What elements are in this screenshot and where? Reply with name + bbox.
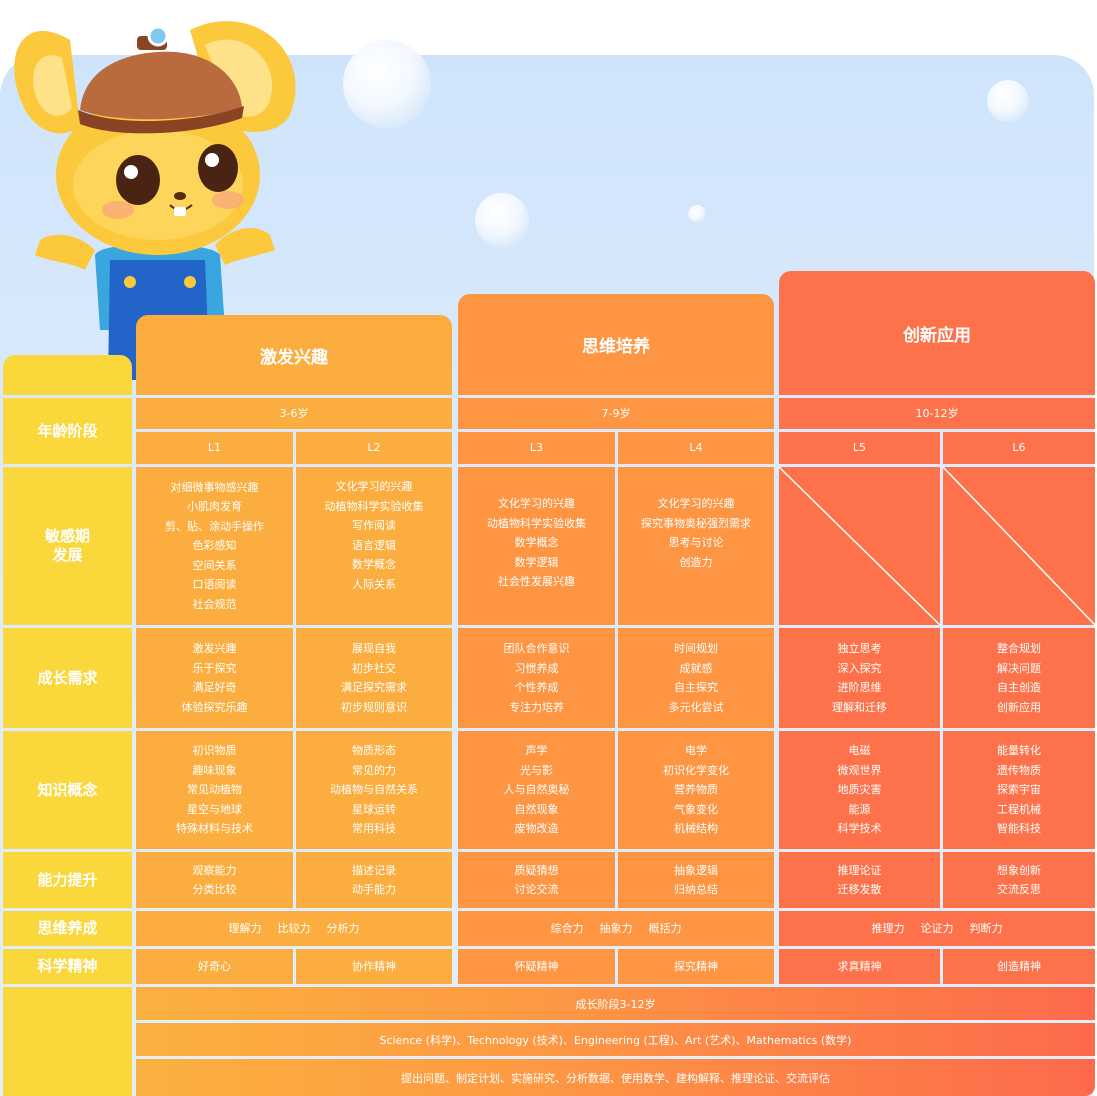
empty-cell	[942, 466, 1096, 626]
row-label-sensitive: 敏感期 发展	[3, 467, 132, 625]
growth-cell: 团队合作意识 习惯养成 个性养成 专注力培养	[458, 628, 615, 728]
growth-cell: 时间规划 成就感 自主探究 多元化尝试	[618, 628, 774, 728]
row-label-knowledge: 知识概念	[3, 731, 132, 849]
knowledge-cell: 能量转化 遗传物质 探索宇宙 工程机械 智能科技	[943, 731, 1095, 849]
ability-cell: 描述记录 动手能力	[296, 852, 452, 908]
knowledge-cell: 初识物质 趣味现象 常见动植物 星空与地球 特殊材料与技术	[136, 731, 293, 849]
diagonal-line	[942, 466, 1096, 626]
growth-cell: 整合规划 解决问题 自主创造 创新应用	[943, 628, 1095, 728]
ability-cell: 推理论证 迁移发散	[779, 852, 940, 908]
ability-cell: 观察能力 分类比较	[136, 852, 293, 908]
sensitive-cell: 对细微事物感兴趣 小肌肉发育 剪、贴、涂动手操作 色彩感知 空间关系 口语阅读 社会规范	[136, 467, 293, 625]
stage-title: 激发兴趣	[136, 315, 452, 395]
spirit-cell: 求真精神	[779, 949, 940, 984]
label-column-bottom	[3, 987, 132, 1096]
knowledge-cell: 电磁 微观世界 地质灾害 能源 科学技术	[779, 731, 940, 849]
ability-cell: 抽象逻辑 归纳总结	[618, 852, 774, 908]
growth-cell: 独立思考 深入探究 进阶思维 理解和迁移	[779, 628, 940, 728]
growth-stage-bar: 成长阶段3-12岁	[136, 987, 1095, 1020]
practice-bar: 提出问题、制定计划、实施研究、分析数据、使用数学、建构解释、推理论证、交流评估	[136, 1059, 1095, 1096]
growth-cell: 展现自我 初步社交 满足探究需求 初步规则意识	[296, 628, 452, 728]
knowledge-cell: 声学 光与影 人与自然奥秘 自然现象 废物改造	[458, 731, 615, 849]
row-label-spirit: 科学精神	[3, 949, 132, 984]
spirit-cell: 创造精神	[943, 949, 1095, 984]
row-label-age: 年龄阶段	[3, 398, 132, 464]
level-cell: L2	[296, 432, 452, 464]
spirit-cell: 协作精神	[296, 949, 452, 984]
row-label-thinking: 思维养成	[3, 911, 132, 946]
label-column-cap	[3, 355, 132, 395]
sensitive-cell: 文化学习的兴趣 动植物科学实验收集 写作阅读 语言逻辑 数学概念 人际关系	[296, 467, 452, 625]
spirit-cell: 探究精神	[618, 949, 774, 984]
spirit-cell: 好奇心	[136, 949, 293, 984]
empty-cell	[778, 466, 941, 626]
age-cell: 10-12岁	[779, 398, 1095, 429]
knowledge-cell: 物质形态 常见的力 动植物与自然关系 星球运转 常用科技	[296, 731, 452, 849]
bubble-decoration	[987, 80, 1029, 122]
stage-title: 思维培养	[458, 294, 774, 395]
growth-cell: 激发兴趣 乐于探究 满足好奇 体验探究乐趣	[136, 628, 293, 728]
level-cell: L5	[779, 432, 940, 464]
age-cell: 3-6岁	[136, 398, 452, 429]
steam-bar: Science (科学)、Technology (技术)、Engineering…	[136, 1023, 1095, 1056]
bubble-decoration	[475, 193, 529, 247]
thinking-cell: 理解力 比较力 分析力	[136, 911, 452, 946]
row-label-growth: 成长需求	[3, 628, 132, 728]
level-cell: L1	[136, 432, 293, 464]
level-cell: L3	[458, 432, 615, 464]
thinking-cell: 推理力 论证力 判断力	[779, 911, 1095, 946]
spirit-cell: 怀疑精神	[458, 949, 615, 984]
bubble-decoration	[343, 40, 431, 128]
stage-title: 创新应用	[779, 271, 1095, 395]
level-cell: L4	[618, 432, 774, 464]
ability-cell: 质疑猜想 讨论交流	[458, 852, 615, 908]
sensitive-cell: 文化学习的兴趣 探究事物奥秘强烈需求 思考与讨论 创造力	[618, 467, 774, 625]
bubble-decoration	[688, 205, 706, 223]
age-cell: 7-9岁	[458, 398, 774, 429]
thinking-cell: 综合力 抽象力 概括力	[458, 911, 774, 946]
knowledge-cell: 电学 初识化学变化 营养物质 气象变化 机械结构	[618, 731, 774, 849]
diagonal-line	[778, 466, 941, 626]
level-cell: L6	[943, 432, 1095, 464]
ability-cell: 想象创新 交流反思	[943, 852, 1095, 908]
sensitive-cell: 文化学习的兴趣 动植物科学实验收集 数学概念 数学逻辑 社会性发展兴趣	[458, 467, 615, 625]
row-label-ability: 能力提升	[3, 852, 132, 908]
